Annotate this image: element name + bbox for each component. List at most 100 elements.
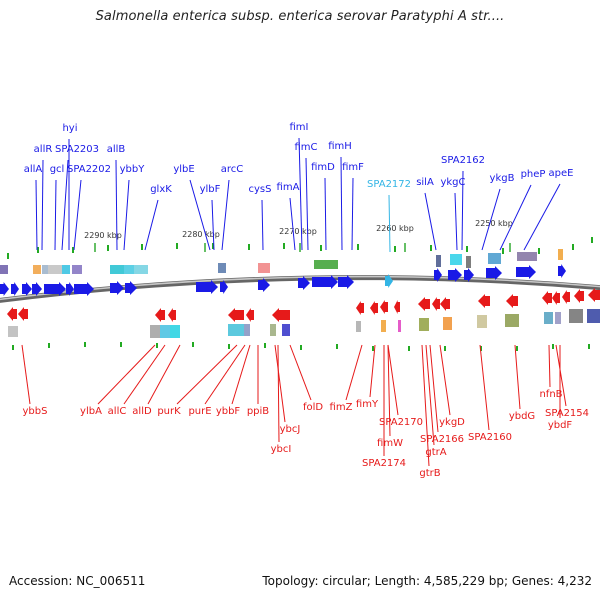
tick-mark [466, 246, 468, 252]
tick-mark [283, 243, 285, 249]
gene-arrow [196, 280, 218, 294]
tick-mark [516, 346, 518, 351]
feature-block [282, 324, 290, 336]
label-leader-line [221, 179, 230, 251]
gene-arrow [32, 282, 42, 296]
tick-mark [408, 346, 410, 351]
tick-mark [572, 244, 574, 250]
gene-arrow [74, 282, 94, 296]
feature-block [124, 265, 134, 274]
gene-label-reverse: purK [157, 406, 181, 417]
tick-mark [107, 245, 109, 251]
tick-mark [502, 248, 504, 254]
gene-label-forward: arcC [221, 164, 244, 175]
feature-block [488, 253, 501, 264]
gene-arrow [440, 297, 450, 311]
gene-label-forward: glxK [150, 184, 172, 195]
gene-label-forward: allA [24, 164, 43, 175]
feature-block [398, 320, 401, 332]
label-leader-line [387, 344, 391, 437]
tick-mark [37, 247, 39, 253]
gene-arrow [66, 282, 74, 296]
gene-arrow [394, 300, 400, 314]
feature-block [558, 249, 563, 260]
gene-arrow [552, 291, 560, 305]
tick-mark [430, 245, 432, 251]
tick-mark [212, 243, 214, 249]
gene-label-reverse: gtrA [425, 447, 446, 458]
feature-block [48, 265, 62, 274]
gene-arrow [220, 280, 228, 294]
kbp-label: 2270 kbp [279, 227, 317, 236]
feature-block [170, 325, 180, 338]
tick-mark [480, 346, 482, 351]
feature-block [0, 265, 8, 274]
gene-label-reverse: SPA2174 [362, 458, 406, 469]
gene-label-forward: SPA2172 [367, 179, 411, 190]
label-leader-line [97, 344, 156, 405]
gene-arrow [155, 308, 165, 322]
label-leader-line [123, 344, 166, 405]
feature-block [270, 324, 276, 336]
gene-label-forward: SPA2203 [55, 144, 99, 155]
gene-label-reverse: fimW [377, 438, 403, 449]
label-leader-line [176, 344, 238, 405]
label-leader-line [429, 344, 439, 433]
gene-label-forward: silA [416, 177, 434, 188]
gene-label-reverse: allC [108, 406, 127, 417]
gene-label-forward: ylbF [200, 184, 221, 195]
gene-label-forward: fimA [277, 182, 300, 193]
feature-block [8, 326, 18, 337]
label-leader-line [298, 137, 303, 251]
gene-arrow [7, 307, 17, 321]
kbp-label: 2290 kbp [84, 231, 122, 240]
gene-arrow [246, 308, 254, 322]
gene-label-reverse: nfnB [539, 389, 562, 400]
tick-mark [552, 344, 554, 349]
gene-label-forward: cysS [249, 184, 272, 195]
gene-label-forward: allB [107, 144, 126, 155]
feature-block [42, 265, 48, 274]
label-leader-line [54, 179, 57, 251]
feature-block [110, 265, 124, 274]
gene-arrow [258, 278, 270, 292]
kbp-label: 2280 kbp [182, 230, 220, 239]
label-leader-line [231, 344, 251, 405]
feature-block [228, 324, 244, 336]
tick-mark [357, 244, 359, 250]
label-leader-line [324, 177, 327, 251]
tick-mark [48, 343, 50, 348]
feature-blocks-bottom [8, 309, 600, 338]
gene-label-reverse: ybdF [548, 420, 573, 431]
feature-block [62, 265, 70, 274]
gene-label-reverse: ybbS [23, 406, 48, 417]
feature-block [569, 309, 583, 323]
label-leader-line [189, 179, 211, 251]
label-leader-line [144, 199, 159, 251]
label-leader-line [454, 192, 458, 251]
gene-arrow [478, 294, 490, 308]
gene-arrow [312, 275, 338, 289]
kbp-label: 2260 kbp [376, 224, 414, 233]
kbp-label: 2250 kbp [475, 219, 513, 228]
tick-mark [72, 247, 74, 253]
gene-arrow [432, 297, 440, 311]
label-leader-line [481, 188, 501, 251]
gene-arrow [370, 301, 378, 315]
label-leader-line [479, 344, 490, 431]
feature-block [33, 265, 41, 274]
tick-mark [248, 244, 250, 250]
feature-block [555, 312, 561, 324]
gene-label-reverse: folD [303, 402, 323, 413]
tick-mark [12, 345, 14, 350]
gene-arrow [385, 274, 393, 288]
label-leader-line [461, 170, 464, 251]
gene-arrow [486, 266, 502, 280]
gene-label-reverse: purE [188, 406, 211, 417]
gene-arrow [22, 282, 32, 296]
feature-block [72, 265, 82, 274]
tick-row-bottom [12, 342, 590, 351]
gene-arrow [168, 308, 176, 322]
feature-block [218, 263, 226, 273]
